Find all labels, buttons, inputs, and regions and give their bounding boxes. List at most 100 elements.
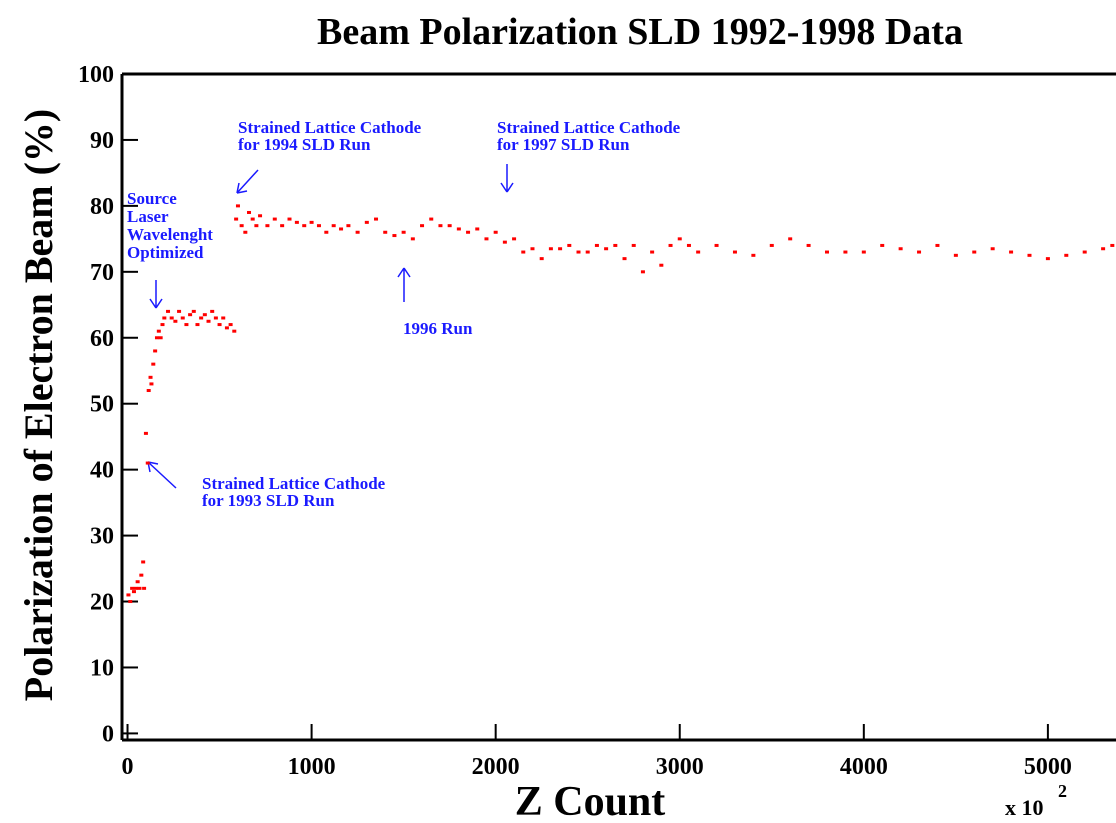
point bbox=[154, 336, 159, 340]
point bbox=[420, 224, 425, 228]
point bbox=[287, 217, 292, 221]
point bbox=[128, 600, 133, 604]
point bbox=[1027, 253, 1032, 257]
x-tick-label: 3000 bbox=[656, 754, 704, 780]
annotation: for 1997 SLD Run bbox=[497, 135, 630, 154]
point bbox=[195, 323, 200, 327]
point bbox=[142, 586, 147, 590]
point bbox=[145, 461, 150, 465]
point bbox=[199, 316, 204, 320]
annotation: Wavelenght bbox=[127, 225, 213, 244]
point bbox=[539, 257, 544, 261]
point bbox=[1110, 243, 1115, 247]
y-axis-label: Polarization of Electron Beam (%) bbox=[16, 109, 61, 701]
point bbox=[438, 224, 443, 228]
point bbox=[1064, 253, 1069, 257]
annotation: 1996 Run bbox=[403, 319, 473, 338]
point bbox=[613, 243, 618, 247]
point bbox=[640, 270, 645, 274]
point bbox=[917, 250, 922, 254]
point bbox=[374, 217, 379, 221]
point bbox=[567, 243, 572, 247]
point bbox=[521, 250, 526, 254]
point bbox=[456, 227, 461, 231]
annotation: for 1994 SLD Run bbox=[238, 135, 371, 154]
point bbox=[585, 250, 590, 254]
arrow bbox=[397, 267, 411, 302]
point bbox=[184, 323, 189, 327]
point bbox=[217, 323, 222, 327]
y-tick-label: 60 bbox=[90, 326, 114, 352]
y-tick-label: 40 bbox=[90, 458, 114, 484]
point bbox=[806, 243, 811, 247]
point bbox=[272, 217, 277, 221]
x-multiplier: x 10 bbox=[1005, 795, 1044, 820]
point bbox=[594, 243, 599, 247]
point bbox=[133, 586, 138, 590]
x-axis-label: Z Count bbox=[515, 779, 666, 823]
annotation: Strained Lattice Cathode bbox=[497, 118, 681, 137]
point bbox=[990, 247, 995, 251]
annotation: Strained Lattice Cathode bbox=[238, 118, 422, 137]
point bbox=[316, 224, 321, 228]
point bbox=[898, 247, 903, 251]
point bbox=[732, 250, 737, 254]
point bbox=[224, 326, 229, 330]
point bbox=[331, 224, 336, 228]
y-tick-label: 80 bbox=[90, 194, 114, 220]
y-tick-label: 20 bbox=[90, 590, 114, 616]
point bbox=[631, 243, 636, 247]
point bbox=[659, 263, 664, 267]
point bbox=[512, 237, 517, 241]
point bbox=[392, 234, 397, 238]
point bbox=[502, 240, 507, 244]
point bbox=[650, 250, 655, 254]
annotation: Optimized bbox=[127, 243, 204, 262]
arrow bbox=[147, 461, 177, 489]
point bbox=[265, 224, 270, 228]
x-tick-label: 2000 bbox=[472, 754, 520, 780]
point bbox=[153, 349, 158, 353]
point bbox=[247, 210, 252, 214]
point bbox=[149, 382, 154, 386]
point bbox=[714, 243, 719, 247]
point bbox=[604, 247, 609, 251]
point bbox=[346, 224, 351, 228]
point bbox=[302, 224, 307, 228]
point bbox=[158, 336, 163, 340]
y-tick-label: 0 bbox=[102, 721, 114, 747]
point bbox=[162, 316, 167, 320]
point bbox=[493, 230, 498, 234]
y-tick-label: 10 bbox=[90, 655, 114, 681]
point bbox=[622, 257, 627, 261]
point bbox=[139, 573, 144, 577]
point bbox=[355, 230, 360, 234]
point bbox=[213, 316, 218, 320]
point bbox=[151, 362, 156, 366]
point bbox=[1009, 250, 1014, 254]
point bbox=[173, 319, 178, 323]
point bbox=[843, 250, 848, 254]
point bbox=[280, 224, 285, 228]
point bbox=[177, 309, 182, 313]
point bbox=[239, 224, 244, 228]
point bbox=[576, 250, 581, 254]
y-tick-label: 90 bbox=[90, 128, 114, 154]
point bbox=[466, 230, 471, 234]
arrow bbox=[500, 164, 514, 193]
point bbox=[935, 243, 940, 247]
point bbox=[126, 593, 131, 597]
point bbox=[429, 217, 434, 221]
point bbox=[383, 230, 388, 234]
point bbox=[148, 375, 153, 379]
annotation: Strained Lattice Cathode bbox=[202, 474, 386, 493]
x-tick-label: 4000 bbox=[840, 754, 888, 780]
point bbox=[751, 253, 756, 257]
point bbox=[191, 309, 196, 313]
point bbox=[447, 224, 452, 228]
arrows bbox=[147, 164, 514, 489]
y-tick-label: 30 bbox=[90, 524, 114, 550]
x-multiplier-exponent: 2 bbox=[1058, 781, 1067, 801]
annotation: Source bbox=[127, 189, 177, 208]
